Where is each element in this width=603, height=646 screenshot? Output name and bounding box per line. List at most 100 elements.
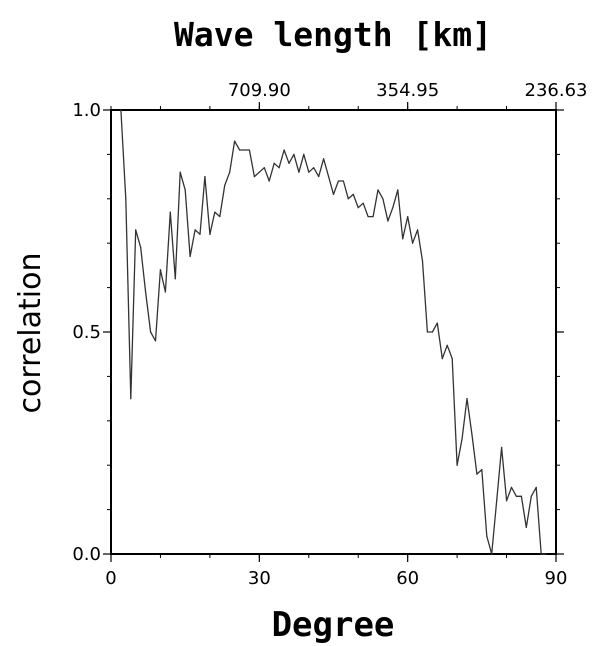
data-point bbox=[288, 162, 290, 164]
data-point bbox=[446, 344, 448, 346]
data-point bbox=[426, 331, 429, 333]
data-point bbox=[372, 215, 374, 218]
data-point bbox=[525, 526, 527, 528]
data-point bbox=[169, 211, 171, 213]
data-point bbox=[392, 207, 394, 209]
data-point bbox=[347, 198, 349, 200]
x-tick-label: 60 bbox=[396, 568, 419, 589]
data-point bbox=[466, 398, 468, 400]
data-point bbox=[219, 215, 221, 218]
data-point bbox=[174, 278, 176, 280]
data-point bbox=[362, 202, 364, 204]
data-point bbox=[367, 215, 369, 218]
data-point bbox=[145, 291, 147, 293]
data-point bbox=[194, 229, 196, 231]
data-point bbox=[323, 158, 325, 160]
data-point bbox=[456, 464, 458, 466]
data-point bbox=[313, 167, 315, 169]
data-point bbox=[154, 340, 157, 342]
data-point bbox=[486, 535, 488, 537]
data-point bbox=[505, 500, 508, 502]
data-point bbox=[248, 149, 251, 151]
data-point bbox=[179, 171, 181, 173]
data-point bbox=[120, 109, 122, 111]
data-point bbox=[214, 211, 216, 213]
data-point bbox=[199, 233, 201, 235]
correlation-line bbox=[120, 109, 547, 555]
top-tick-label: 236.63 bbox=[525, 80, 588, 101]
data-point bbox=[471, 433, 473, 435]
data-point bbox=[318, 176, 320, 178]
data-point bbox=[332, 193, 335, 195]
data-point bbox=[278, 167, 280, 169]
data-point bbox=[204, 176, 206, 178]
x-tick-label: 0 bbox=[105, 568, 116, 589]
data-point bbox=[342, 180, 344, 182]
data-point bbox=[412, 242, 414, 244]
data-point bbox=[436, 322, 438, 324]
data-point bbox=[125, 198, 127, 200]
data-point bbox=[258, 171, 260, 173]
plot-area: 0 30 60 90 0.0 0.5 1.0 709.90 354.95 236.63 bbox=[72, 80, 587, 589]
data-point bbox=[184, 189, 186, 191]
data-point bbox=[535, 486, 537, 488]
data-point bbox=[402, 238, 404, 240]
data-point bbox=[481, 469, 483, 471]
y-tick-label: 0.5 bbox=[72, 322, 101, 343]
data-point bbox=[130, 398, 132, 400]
data-point bbox=[149, 331, 152, 333]
y-axis-label: correlation bbox=[13, 253, 48, 414]
top-tick-label: 709.90 bbox=[228, 80, 291, 101]
plot-frame bbox=[110, 109, 557, 555]
data-point bbox=[298, 171, 300, 173]
x-axis-label: Degree bbox=[272, 605, 395, 645]
x-tick-label: 30 bbox=[248, 568, 271, 589]
data-point bbox=[530, 495, 532, 497]
data-point bbox=[268, 180, 270, 182]
data-point bbox=[520, 495, 522, 497]
data-point bbox=[159, 269, 162, 271]
data-point bbox=[407, 215, 409, 218]
data-point bbox=[234, 140, 236, 142]
data-point bbox=[243, 149, 246, 151]
data-point bbox=[540, 553, 542, 555]
data-point bbox=[382, 198, 384, 200]
data-point bbox=[515, 495, 518, 497]
data-point bbox=[273, 162, 275, 164]
data-point bbox=[357, 207, 359, 209]
data-point bbox=[164, 291, 166, 293]
data-point bbox=[510, 486, 513, 488]
data-point bbox=[496, 500, 498, 502]
data-point bbox=[352, 193, 354, 195]
chart-title: Wave length [km] bbox=[174, 15, 492, 54]
data-point bbox=[416, 229, 419, 231]
data-point bbox=[253, 176, 255, 178]
data-point bbox=[140, 247, 142, 249]
data-point bbox=[308, 171, 310, 173]
data-point bbox=[397, 189, 399, 191]
data-point bbox=[451, 358, 453, 360]
top-tick-label: 354.95 bbox=[376, 80, 439, 101]
data-point bbox=[209, 233, 211, 235]
data-point bbox=[387, 220, 389, 222]
data-point bbox=[327, 176, 330, 178]
data-point bbox=[461, 437, 463, 440]
data-point bbox=[501, 446, 503, 449]
x-tick-label: 90 bbox=[545, 568, 568, 589]
data-point bbox=[135, 229, 137, 231]
data-point bbox=[229, 171, 231, 173]
data-point bbox=[293, 153, 295, 155]
data-point bbox=[238, 149, 241, 151]
data-point bbox=[491, 553, 493, 555]
data-point bbox=[431, 331, 433, 333]
data-point bbox=[224, 184, 226, 187]
y-tick-label: 0.0 bbox=[72, 544, 101, 565]
y-tick-label: 1.0 bbox=[72, 100, 101, 121]
data-point bbox=[189, 255, 191, 258]
data-point bbox=[545, 553, 547, 555]
data-point bbox=[263, 167, 265, 169]
data-point bbox=[337, 180, 340, 182]
data-point bbox=[377, 189, 379, 191]
data-point bbox=[476, 473, 478, 475]
